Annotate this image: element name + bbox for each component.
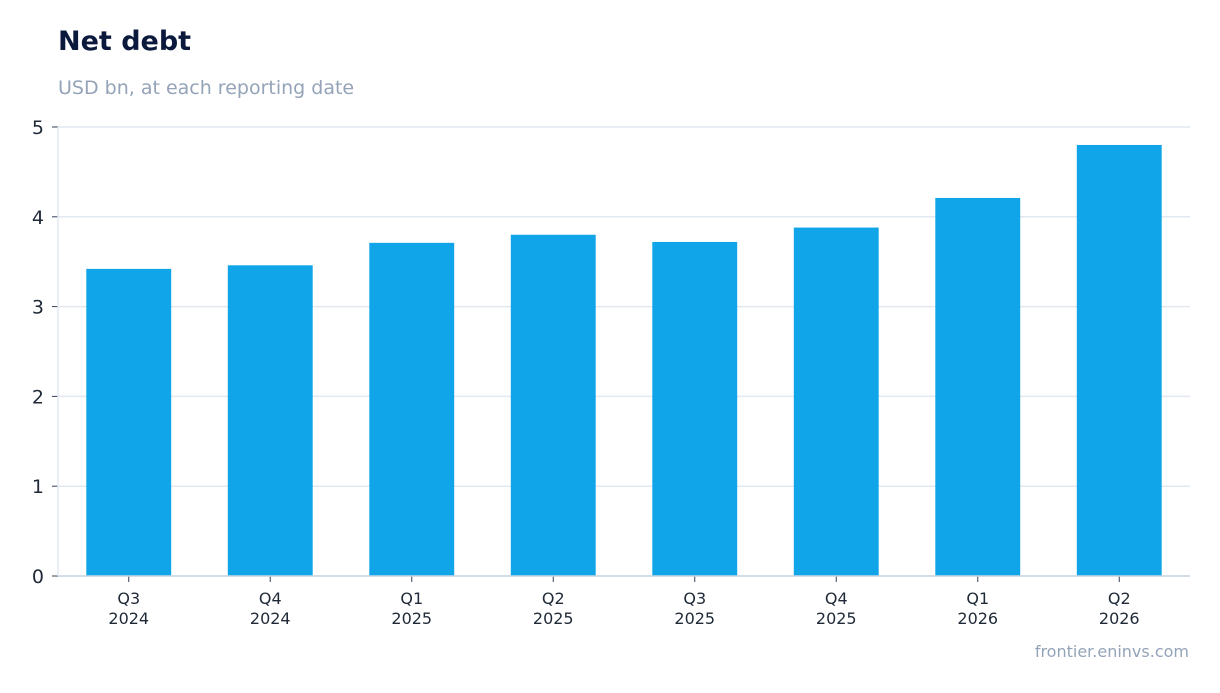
x-tick-label: Q3 2024: [108, 589, 149, 628]
bar: [369, 242, 455, 577]
bar: [227, 265, 313, 576]
x-tick-label: Q3 2025: [674, 589, 715, 628]
y-tick-label: 2: [32, 386, 44, 408]
y-tick-label: 0: [32, 566, 44, 588]
y-tick-label: 3: [32, 297, 44, 319]
y-tick-label: 1: [32, 476, 44, 498]
bar: [510, 234, 596, 576]
chart-title: Net debt: [58, 26, 192, 57]
bar: [935, 197, 1021, 576]
x-tick-label: Q1 2025: [391, 589, 432, 628]
bar: [86, 268, 172, 576]
x-tick-label: Q1 2026: [957, 589, 998, 628]
y-tick-label: 4: [32, 207, 44, 229]
bar: [793, 227, 879, 577]
bar: [1076, 144, 1162, 576]
source-credit: frontier.eninvs.com: [1034, 642, 1189, 661]
x-tick-label: Q4 2025: [816, 589, 857, 628]
y-tick-label: 5: [32, 117, 44, 139]
chart-subtitle: USD bn, at each reporting date: [58, 77, 355, 99]
bar: [652, 241, 738, 576]
x-tick-label: Q2 2026: [1099, 589, 1140, 628]
x-tick-label: Q4 2024: [250, 589, 291, 628]
x-tick-label: Q2 2025: [533, 589, 574, 628]
